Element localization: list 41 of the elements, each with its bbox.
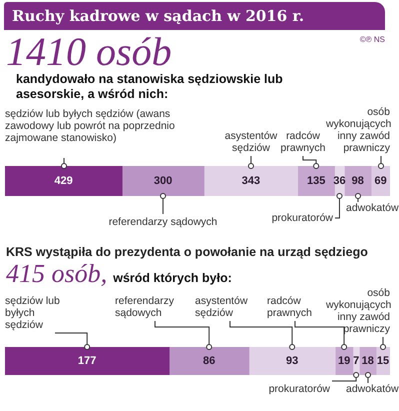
data-label: 300	[154, 175, 172, 188]
text: wśród których było:	[113, 271, 232, 285]
text: sędziów lub byłych sędziów (awans zawodowy lub powrót na poprzednio zajmowane stanowisko)	[5, 108, 176, 144]
data-label: 343	[242, 175, 260, 188]
text: kandydowało na stanowiska sędziowskie lub asesorskie, a wśród nich:	[16, 72, 284, 102]
data-label: 429	[54, 175, 73, 188]
data-label: 69	[374, 175, 387, 188]
text: referendarzy sądowych	[108, 216, 218, 228]
series-label: sędziów lub byłych sędziów	[5, 295, 61, 331]
data-label: 177	[78, 355, 96, 368]
chart-subtitle: 1410 osób	[6, 29, 172, 74]
series-label: asystentów sędziów	[224, 130, 278, 154]
text: radców prawnych	[267, 295, 313, 319]
text: asystentów sędziów	[195, 295, 249, 319]
data-label: 135	[306, 175, 326, 188]
series-label: adwokatów	[346, 383, 399, 395]
series-label: adwokatów	[346, 202, 399, 214]
data-label: 7	[353, 355, 360, 368]
bar	[168, 347, 250, 375]
data-label: 19	[338, 355, 350, 368]
bar	[204, 166, 298, 196]
data-label: 36	[333, 175, 346, 188]
text: referendarzy sądowych	[115, 295, 175, 319]
data-label: 86	[202, 355, 216, 368]
data-label: 15	[376, 355, 390, 368]
bar	[248, 347, 336, 375]
bar	[122, 166, 204, 196]
series-label: osób wykonujących inny zawód prawniczy	[326, 106, 392, 154]
bar	[5, 347, 170, 375]
chart-subtitle: 415 osób,	[6, 259, 108, 288]
series-label: radców prawnych	[280, 130, 326, 154]
series-label: osób wykonujących inny zawód prawniczy	[326, 287, 392, 335]
bar	[5, 166, 122, 196]
data-label: 93	[286, 355, 298, 368]
text: ©℗ NS	[360, 35, 385, 44]
chart-title: Ruchy kadrowe w sądach w 2016 r.	[4, 2, 385, 30]
text: prokuratorów	[268, 383, 330, 395]
data-label: 98	[352, 175, 364, 188]
data-label: 18	[362, 355, 374, 368]
chart-title: KRS wystąpiła do prezydenta o powołanie na urząd sędziego	[6, 245, 369, 259]
series-label: prokuratorów	[270, 212, 333, 224]
